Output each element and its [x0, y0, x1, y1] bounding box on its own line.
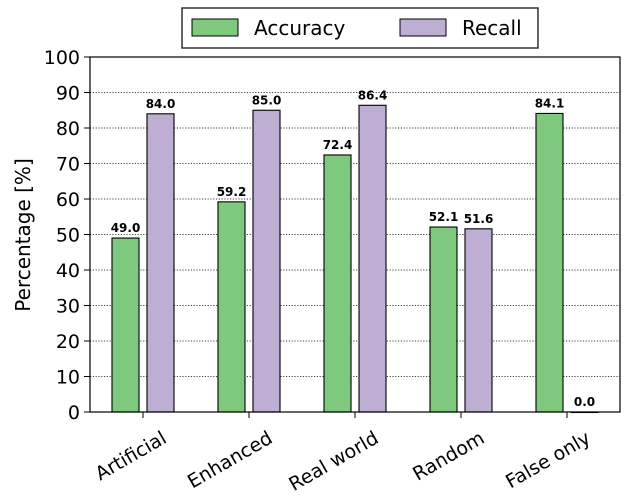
data-label-recall-4: 0.0 [574, 395, 595, 409]
legend-frame [181, 7, 539, 49]
y-axis-ticks: 0 10 20 30 40 50 60 70 80 90 100 [44, 47, 90, 424]
data-label-accuracy-2: 72.4 [323, 138, 353, 152]
x-tick-label: Artificial [92, 427, 171, 485]
data-label-recall-1: 85.0 [252, 93, 282, 107]
legend-label-recall: Recall [462, 16, 522, 40]
bar-accuracy-1 [217, 201, 246, 413]
y-tick-label: 20 [56, 331, 80, 353]
y-tick-label: 30 [56, 296, 80, 318]
bars [111, 104, 599, 414]
bar-recall-1 [252, 109, 281, 413]
y-tick-label: 50 [56, 225, 80, 247]
legend-label-accuracy: Accuracy [254, 16, 345, 40]
plot-frame [89, 56, 621, 413]
bar-accuracy-2 [323, 154, 352, 413]
bar-recall-0 [146, 113, 175, 413]
data-label-recall-3: 51.6 [464, 212, 494, 226]
y-axis-label: Percentage [%] [11, 158, 35, 311]
data-label-recall-0: 84.0 [146, 97, 176, 111]
x-tick-label: False only [502, 427, 594, 493]
y-tick-label: 10 [56, 367, 80, 389]
y-tick-label: 80 [56, 118, 80, 140]
legend: Accuracy Recall [181, 7, 539, 49]
data-label-accuracy-0: 49.0 [111, 221, 141, 235]
data-label-accuracy-4: 84.1 [535, 96, 565, 110]
y-tick-label: 90 [56, 83, 80, 105]
y-tick-label: 60 [56, 189, 80, 211]
data-label-accuracy-3: 52.1 [429, 210, 459, 224]
bar-accuracy-0 [111, 237, 140, 413]
x-tick-label: Enhanced [184, 427, 276, 493]
data-label-recall-2: 86.4 [358, 88, 388, 102]
legend-swatch-recall [399, 18, 447, 37]
bar-recall-3 [464, 228, 493, 413]
bar-accuracy-4 [535, 112, 564, 413]
x-tick-label: Random [409, 427, 488, 485]
data-label-accuracy-1: 59.2 [217, 185, 247, 199]
y-tick-label: 100 [44, 47, 80, 69]
bar-recall-2 [358, 104, 387, 413]
y-tick-label: 70 [56, 154, 80, 176]
y-tick-label: 0 [68, 402, 80, 424]
x-tick-label: Real world [285, 427, 382, 496]
legend-swatch-accuracy [191, 18, 239, 37]
data-labels: 49.0 84.0 59.2 85.0 72.4 86.4 52.1 51.6 84.1 0.0 [111, 88, 595, 409]
bar-accuracy-3 [429, 226, 458, 413]
x-axis-ticks: Artificial Enhanced Real world Random False … [92, 412, 594, 496]
y-tick-label: 40 [56, 260, 80, 282]
